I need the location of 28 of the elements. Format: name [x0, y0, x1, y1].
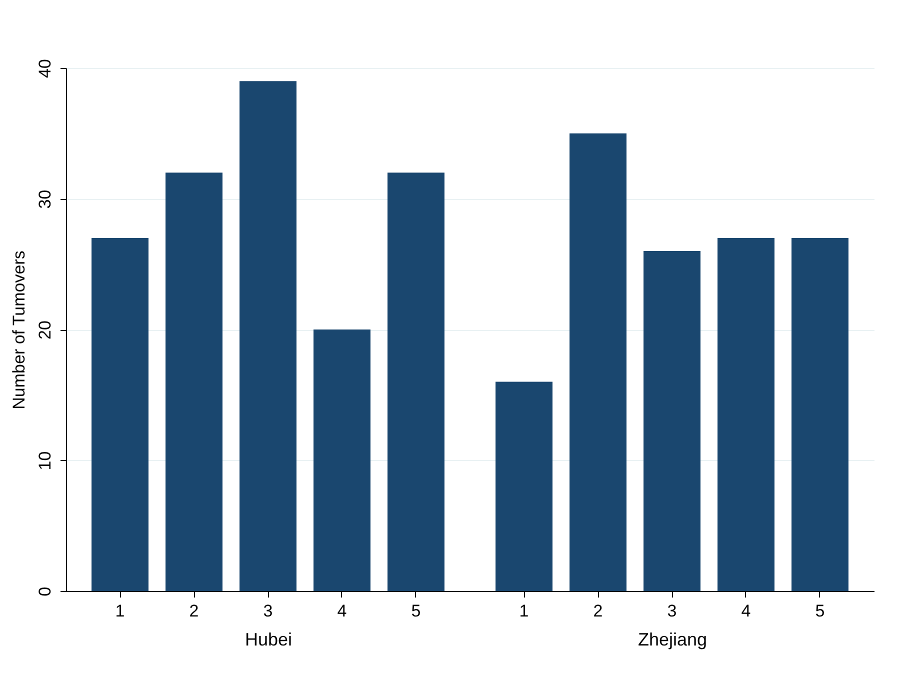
- bar: [792, 238, 848, 591]
- y-tick-label: 30: [36, 190, 54, 209]
- x-tick-label: 2: [189, 602, 199, 620]
- x-tick-label: 5: [411, 602, 421, 620]
- y-tick-label: 10: [36, 451, 54, 470]
- bar: [314, 330, 370, 591]
- x-tick-label: 3: [667, 602, 677, 620]
- bar: [92, 238, 148, 591]
- bar: [388, 172, 444, 591]
- bar: [240, 81, 296, 591]
- y-tick-label: 20: [36, 320, 54, 340]
- bar: [496, 382, 552, 591]
- y-tick-label: 0: [36, 586, 54, 596]
- x-tick-label: 2: [593, 602, 603, 620]
- y-axis-title: Number of Tumovers: [10, 250, 28, 410]
- y-tick-label: 40: [36, 59, 54, 78]
- x-tick-label: 1: [115, 602, 125, 620]
- x-tick-label: 1: [519, 602, 529, 620]
- x-tick-label: 3: [263, 602, 273, 620]
- x-axis-title: Zhejiang: [638, 630, 708, 650]
- x-tick-label: 4: [337, 602, 347, 620]
- bar: [718, 238, 774, 591]
- bar: [166, 172, 222, 591]
- bar: [644, 251, 700, 591]
- bar: [570, 133, 626, 591]
- x-tick-label: 4: [741, 602, 751, 620]
- x-tick-label: 5: [815, 602, 825, 620]
- x-axis-title: Hubei: [244, 630, 292, 650]
